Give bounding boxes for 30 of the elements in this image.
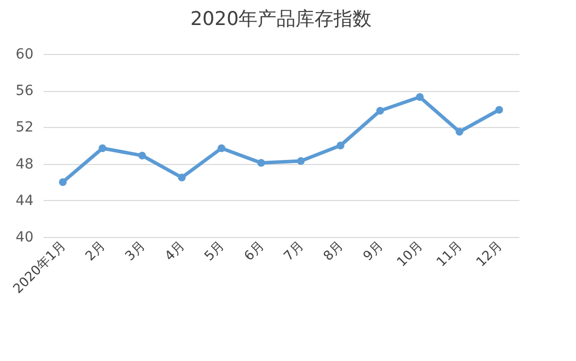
point bbox=[257, 159, 266, 167]
point bbox=[495, 106, 504, 114]
x-tick-label: 6月 bbox=[242, 238, 268, 264]
y-tick-label: 48 bbox=[16, 156, 34, 172]
x-tick-label: 7月 bbox=[281, 238, 307, 264]
x-tick-label: 3月 bbox=[122, 238, 148, 264]
point bbox=[58, 178, 67, 186]
x-tick-label: 11月 bbox=[434, 238, 466, 270]
y-tick-label: 56 bbox=[16, 83, 34, 100]
point bbox=[416, 93, 424, 101]
chart-title: 2020年产品库存指数 bbox=[190, 8, 372, 30]
point bbox=[138, 152, 146, 160]
x-tick-label: 10月 bbox=[394, 238, 426, 270]
point bbox=[98, 144, 106, 152]
point bbox=[336, 142, 344, 150]
y-tick-label: 40 bbox=[16, 230, 34, 246]
point bbox=[178, 174, 186, 182]
x-tick-label: 8月 bbox=[321, 238, 347, 264]
x-tick-label: 4月 bbox=[162, 238, 188, 264]
point bbox=[218, 144, 226, 152]
point bbox=[376, 106, 384, 115]
point bbox=[456, 128, 464, 136]
y-tick-label: 52 bbox=[16, 120, 34, 136]
point bbox=[296, 157, 305, 165]
x-tick-label: 9月 bbox=[360, 238, 386, 264]
y-tick-label: 44 bbox=[16, 192, 34, 209]
y-tick-label: 60 bbox=[16, 46, 34, 62]
x-tick-label: 2月 bbox=[83, 238, 109, 264]
x-tick-label: 12月 bbox=[474, 238, 506, 270]
x-tick-label: 5月 bbox=[202, 238, 228, 264]
